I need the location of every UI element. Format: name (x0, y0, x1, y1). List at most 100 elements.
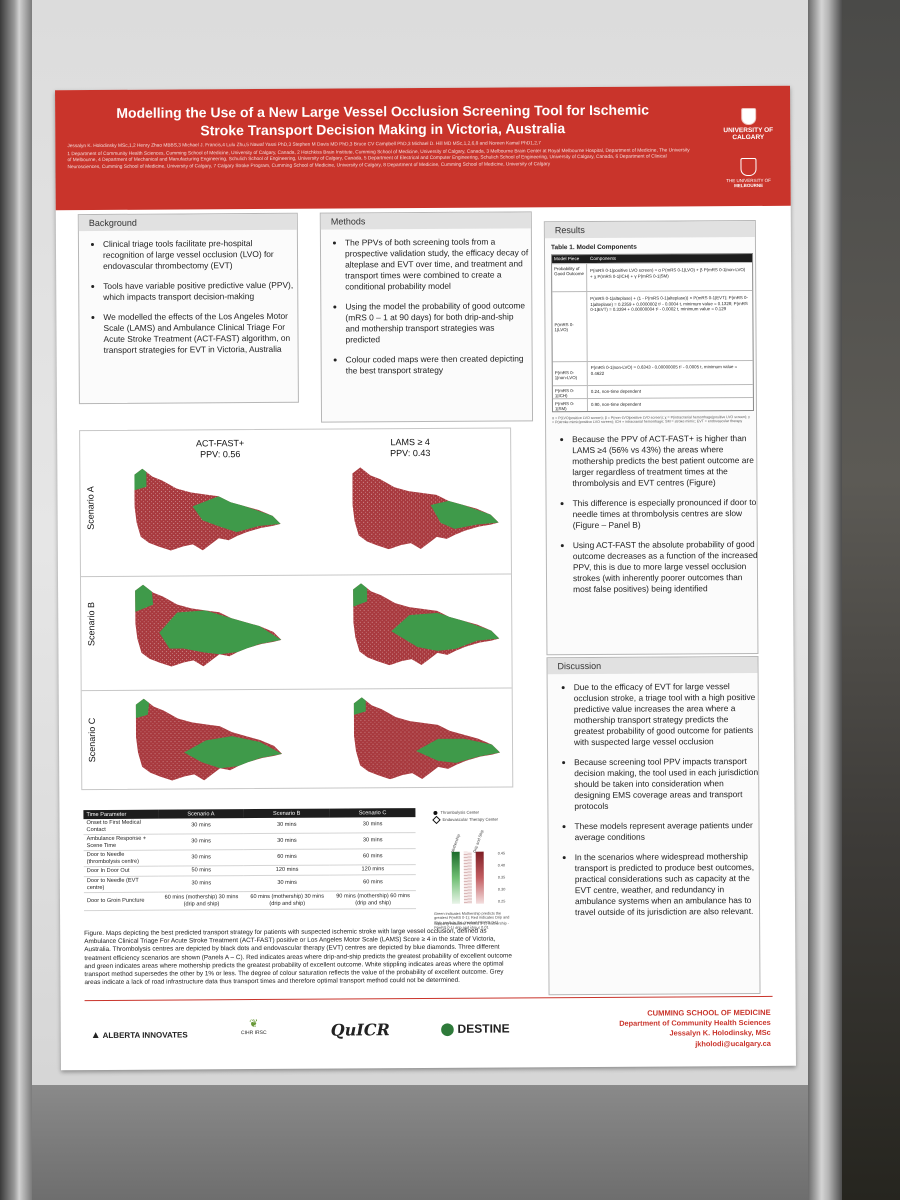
row-label-scenario-a: Scenario A (85, 486, 96, 530)
map-figure: ACT-FAST+ PPV: 0.56 LAMS ≥ 4 PPV: 0.43 S… (79, 427, 514, 791)
results-bullet: This difference is especially pronounced… (573, 497, 759, 531)
victoria-map-b-act-fast (133, 582, 284, 669)
background-heading: Background (78, 213, 297, 232)
act-fast-label: ACT-FAST+ (196, 438, 245, 449)
alberta-innovates-label: ALBERTA INNOVATES (102, 1030, 188, 1040)
alberta-triangle-icon: ▲ (90, 1029, 101, 1042)
table-cell: 120 mins (244, 865, 331, 876)
victoria-map-b-lams (351, 581, 502, 668)
drip-ship-colour-bar (475, 851, 484, 904)
diamond-icon (432, 815, 441, 825)
scale-tick: 0.40 (497, 863, 506, 868)
footer-presenter-name: Jessalyn K. Holodinsky, MSc (669, 1027, 771, 1038)
map-pin-icon: ⬤ (440, 1021, 455, 1036)
legend-evt: Endovascular Therapy Center (432, 815, 499, 825)
victoria-map-c-act-fast (134, 696, 285, 783)
map-column-header-lams: LAMS ≥ 4 PPV: 0.43 (330, 437, 490, 460)
table-cell: Probability of Good Outcome (554, 266, 584, 277)
table-cell: P(mRS 0-1|non-LVO) (554, 370, 578, 381)
discussion-bullet: These models represent average patients … (574, 820, 760, 843)
table-cell: Door to Needle (thrombolysis centre) (83, 850, 159, 867)
act-fast-ppv: PPV: 0.56 (200, 449, 241, 460)
title-line-2: Stroke Transport Decision Making in Vict… (200, 120, 566, 139)
scale-tick: 0.35 (497, 875, 506, 880)
results-list: Because the PPV of ACT-FAST+ is higher t… (556, 433, 759, 604)
discussion-section: Discussion Due to the efficacy of EVT fo… (546, 655, 761, 996)
floor (0, 1080, 900, 1200)
table-cell: 90 mins (mothership) 60 mins (drip and s… (330, 890, 417, 910)
methods-heading: Methods (320, 212, 531, 230)
map-column-header-act-fast: ACT-FAST+ PPV: 0.56 (140, 438, 300, 461)
table-cell: Door In Door Out (83, 866, 159, 877)
background-bullet: Clinical triage tools facilitate pre-hos… (103, 238, 293, 272)
destine-label: DESTINE (457, 1021, 510, 1036)
calgary-shield-icon (740, 107, 756, 126)
calgary-logo-line-2: CALGARY (732, 133, 765, 142)
model-table-title: Table 1. Model Components (550, 243, 637, 252)
table-cell: 60 mins (244, 849, 330, 866)
table-cell: 60 mins (mothership) 30 mins (drip and s… (244, 891, 331, 910)
victoria-map-a-lams (350, 465, 501, 552)
row-divider (80, 573, 511, 578)
methods-list: The PPVs of both screening tools from a … (329, 236, 530, 385)
melbourne-crest-icon (740, 157, 757, 177)
lams-ppv: PPV: 0.43 (390, 447, 431, 459)
results-section: Results Table 1. Model Components Model … (543, 219, 759, 656)
board-post-left (0, 0, 32, 1200)
model-components-table: Table 1. Model Components Model Piece Co… (550, 243, 754, 413)
cihr-logo: ❦ CIHR IRSC (239, 1018, 269, 1037)
table-cell: 30 mins (244, 875, 331, 892)
table-cell: 30 mins (329, 832, 416, 850)
table-cell: Door to Needle (EVT centre) (83, 876, 159, 893)
poster-banner: Modelling the Use of a New Large Vessel … (55, 85, 791, 211)
methods-bullet: Colour coded maps were then created depi… (346, 353, 530, 376)
results-bullet: Using ACT-FAST the absolute probability … (573, 539, 759, 595)
victoria-map-a-act-fast (132, 466, 283, 553)
table-row: P(mRS 0-1|non-LVO) P(mRS 0-1|non-LVO) = … (552, 359, 753, 387)
discussion-bullet: Because screening tool PPV impacts trans… (574, 756, 760, 812)
victoria-map-c-lams (352, 695, 503, 782)
methods-bullet: Using the model the probability of good … (345, 300, 529, 345)
stipple-colour-bar (463, 851, 472, 904)
table-cell: 60 mins (330, 874, 416, 892)
table-cell: 30 mins (243, 833, 330, 850)
melbourne-logo-line-2: MELBOURNE (734, 182, 764, 189)
row-divider (81, 687, 512, 692)
model-table-header-cell: Components (590, 255, 617, 261)
poster: Modelling the Use of a New Large Vessel … (55, 85, 796, 1071)
table-cell: 30 mins (158, 849, 245, 867)
discussion-list: Due to the efficacy of EVT for large ves… (558, 681, 761, 927)
table-cell: 120 mins (329, 864, 416, 876)
cihr-label: CIHR IRSC (240, 1029, 267, 1037)
table-cell: 30 mins (243, 817, 330, 834)
legend-bar-drip-ship-label: Drip and Ship (471, 828, 485, 854)
table-cell: Onset to First Medical Contact (83, 818, 159, 835)
background-bullet: Tools have variable positive predictive … (103, 280, 293, 303)
lams-label: LAMS ≥ 4 (390, 436, 430, 448)
legend-bar-mothership-label: Mothership (449, 833, 462, 854)
table-cell: 30 mins (158, 875, 245, 893)
time-parameter-table: Time Parameter Scenario A Scenario B Sce… (83, 808, 417, 911)
table-cell: P(mRS 0-1|SM) (554, 401, 575, 412)
alberta-innovates-logo: ▲ ALBERTA INNOVATES (91, 1029, 188, 1041)
background-bullet: We modelled the effects of the Los Angel… (103, 311, 293, 356)
model-table-footnote: α = P(LVO|positive LVO screen); β = P(no… (552, 415, 750, 425)
table-cell: P(mRS 0-1|alteplase) + (1 - P(mRS 0-1|al… (590, 295, 748, 313)
cihr-leaf-icon: ❦ (249, 1018, 259, 1031)
legend-evt-label: Endovascular Therapy Center (442, 816, 499, 823)
discussion-bullet: In the scenarios where widespread mother… (575, 851, 761, 918)
methods-section: Methods The PPVs of both screening tools… (319, 211, 534, 423)
footer-email[interactable]: jkholodi@ucalgary.ca (695, 1038, 771, 1049)
table-cell: 50 mins (158, 865, 245, 877)
table-cell: P(mRS 0-1|positive LVO screen) = α P(mRS… (590, 267, 746, 279)
legend-thrombolysis: Thrombolysis Center (433, 810, 479, 816)
model-table-grid: Model Piece Components Probability of Go… (551, 252, 754, 413)
results-heading: Results (544, 220, 755, 239)
table-cell: 30 mins (329, 817, 416, 834)
background-section: Background Clinical triage tools facilit… (77, 212, 299, 405)
table-cell: P(mRS 0-1|ICH) (554, 388, 575, 399)
table-cell: 0.90, non-time dependent (590, 401, 642, 407)
quicr-label: QuICR (330, 1020, 390, 1040)
table-cell: P(mRS 0-1|non-LVO) = 0.6343 - 0.00000005… (590, 364, 738, 376)
destine-logo: ⬤ DESTINE (441, 1021, 510, 1035)
